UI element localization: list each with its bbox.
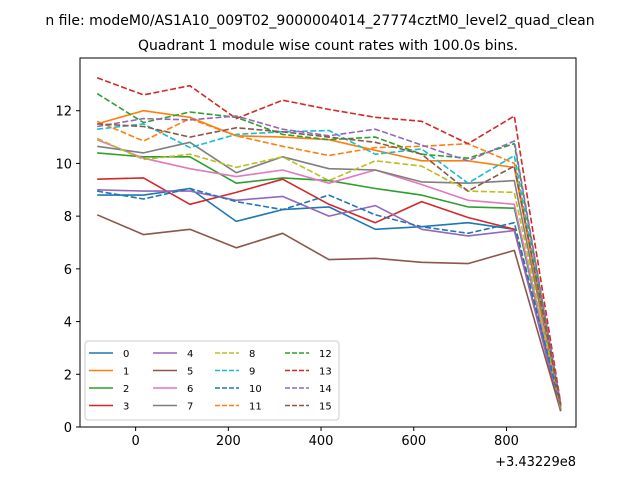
legend-label-14: 14 xyxy=(319,384,332,395)
series-line-5 xyxy=(96,214,562,412)
legend-label-4: 4 xyxy=(187,349,193,360)
y-axis-ticks: 0 2 4 6 8 10 12 xyxy=(55,105,80,436)
series-line-4 xyxy=(97,189,562,411)
y-tick-label: 8 xyxy=(64,210,72,225)
legend-label-1: 1 xyxy=(123,367,129,378)
chart-title: Quadrant 1 module wise count rates with … xyxy=(138,38,518,54)
x-tick-label: 0 xyxy=(131,434,139,449)
legend-label-2: 2 xyxy=(123,384,129,395)
legend-label-3: 3 xyxy=(123,402,129,413)
legend-label-12: 12 xyxy=(319,349,332,360)
series-line-6 xyxy=(96,138,562,409)
axes-frame xyxy=(79,57,577,428)
x-tick-label: 200 xyxy=(216,434,241,449)
legend-label-6: 6 xyxy=(187,384,193,395)
series-line-14 xyxy=(97,115,562,405)
legend-label-0: 0 xyxy=(123,349,129,360)
x-tick-label: 600 xyxy=(401,434,426,449)
series-line-2 xyxy=(97,152,562,411)
y-tick-label: 2 xyxy=(64,368,72,383)
series-line-9 xyxy=(97,123,562,408)
y-tick-label: 6 xyxy=(64,263,72,278)
legend-label-5: 5 xyxy=(187,367,193,378)
y-tick-label: 12 xyxy=(55,105,72,120)
y-tick-label: 10 xyxy=(55,157,72,172)
series-line-13 xyxy=(96,77,562,404)
figure-suptitle: n file: modeM0/AS1A10_009T02_9000004014_… xyxy=(45,13,594,29)
y-tick-label: 4 xyxy=(64,316,72,331)
series-line-11 xyxy=(96,117,562,408)
legend-frame xyxy=(84,340,340,421)
legend-label-11: 11 xyxy=(249,402,262,413)
legend-label-13: 13 xyxy=(319,367,332,378)
x-axis-ticks: 0 200 400 600 800 xyxy=(131,427,519,449)
series-line-8 xyxy=(96,137,562,409)
series-line-7 xyxy=(97,141,562,411)
series-line-3 xyxy=(97,177,562,408)
y-tick-label: 0 xyxy=(64,421,72,436)
x-tick-label: 400 xyxy=(309,434,334,449)
legend-label-10: 10 xyxy=(249,384,262,395)
series-line-10 xyxy=(97,187,562,407)
series-line-15 xyxy=(97,123,562,405)
series-layer xyxy=(96,77,562,412)
legend-label-9: 9 xyxy=(249,367,255,378)
x-axis-offset-label: +3.43229e8 xyxy=(495,455,576,470)
x-tick-label: 800 xyxy=(494,434,519,449)
legend-label-7: 7 xyxy=(187,402,193,413)
legend-label-15: 15 xyxy=(319,402,332,413)
legend-label-8: 8 xyxy=(249,349,255,360)
